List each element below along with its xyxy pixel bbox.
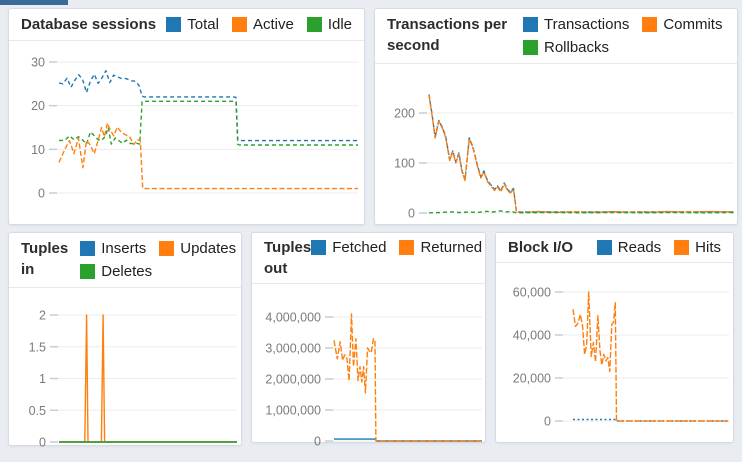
panel-header: Block I/O Reads Hits (496, 233, 733, 263)
legend-item-reads: Reads (596, 237, 661, 258)
legend-swatch-icon (80, 241, 96, 256)
svg-text:0: 0 (38, 187, 45, 201)
legend-item-commits: Commits (642, 14, 722, 35)
legend-item-deletes: Deletes (80, 261, 152, 282)
line-chart[interactable]: 0 10 20 30 (9, 41, 364, 224)
chart-legend: Transactions Commits Rollbacks (523, 14, 722, 58)
legend-item-returned: Returned (399, 237, 482, 258)
svg-text:0: 0 (314, 435, 321, 449)
chart-panel-block-io[interactable]: Block I/O Reads Hits 0 20,000 40,000 60,000 (495, 232, 734, 443)
legend-swatch-icon (523, 17, 538, 32)
legend-item-fetched: Fetched (311, 237, 386, 258)
svg-text:4,000,000: 4,000,000 (265, 311, 321, 325)
svg-text:1,000,000: 1,000,000 (265, 404, 321, 418)
svg-text:200: 200 (394, 107, 415, 121)
svg-text:10: 10 (31, 143, 45, 157)
svg-text:0.5: 0.5 (29, 404, 46, 418)
svg-text:30: 30 (31, 56, 45, 70)
legend-swatch-icon (231, 17, 247, 32)
line-chart[interactable]: 0 100 200 (375, 64, 737, 224)
legend-swatch-icon (159, 241, 175, 256)
chart-panel-database-sessions[interactable]: Database sessions Total Active Idle 0 10 20 3… (8, 8, 365, 225)
chart-legend: Fetched Returned (311, 237, 482, 258)
legend-item-inserts: Inserts (80, 238, 146, 259)
legend-swatch-icon (642, 17, 658, 32)
legend-item-hits: Hits (674, 237, 721, 258)
svg-text:20,000: 20,000 (513, 372, 551, 386)
legend-item-transactions: Transactions (523, 14, 629, 35)
svg-text:40,000: 40,000 (513, 329, 551, 343)
chart-title: Database sessions (21, 16, 157, 33)
chart-panel-tuples-in[interactable]: Tuples in Inserts Updates Deletes 0 0.5 1 1.5… (8, 232, 242, 447)
svg-text:0: 0 (408, 207, 415, 221)
chart-title: Transactions per second (387, 16, 508, 54)
svg-text:1.5: 1.5 (29, 340, 46, 354)
line-chart[interactable]: 0 0.5 1 1.5 2 (9, 288, 241, 447)
legend-swatch-icon (674, 240, 690, 255)
panel-header: Transactions per second Transactions Comm… (375, 9, 737, 64)
legend-item-rollbacks: Rollbacks (523, 37, 609, 58)
legend-swatch-icon (80, 264, 96, 279)
line-chart[interactable]: 0 20,000 40,000 60,000 (496, 263, 733, 441)
legend-swatch-icon (306, 17, 322, 32)
active-tab-indicator[interactable] (0, 0, 68, 5)
legend-swatch-icon (596, 240, 612, 255)
legend-item-total: Total (166, 14, 219, 35)
chart-panel-transactions-per-second[interactable]: Transactions per second Transactions Comm… (374, 8, 738, 225)
svg-text:20: 20 (31, 99, 45, 113)
chart-legend: Total Active Idle (166, 14, 352, 35)
legend-swatch-icon (399, 240, 415, 255)
svg-text:1: 1 (39, 372, 46, 386)
chart-title: Tuples out (264, 239, 312, 277)
panel-header: Tuples out Fetched Returned (252, 233, 485, 284)
legend-item-idle: Idle (306, 14, 352, 35)
svg-text:0: 0 (39, 436, 46, 448)
panel-header: Tuples in Inserts Updates Deletes (9, 233, 241, 288)
svg-text:2: 2 (39, 309, 46, 323)
legend-item-active: Active (231, 14, 294, 35)
svg-text:3,000,000: 3,000,000 (265, 342, 321, 356)
legend-item-updates: Updates (159, 238, 236, 259)
panel-header: Database sessions Total Active Idle (9, 9, 364, 41)
legend-swatch-icon (311, 240, 327, 255)
chart-title: Block I/O (508, 239, 574, 256)
chart-legend: Reads Hits (596, 237, 721, 258)
chart-panel-tuples-out[interactable]: Tuples out Fetched Returned 0 1,000,000 2,0… (251, 232, 486, 449)
svg-text:2,000,000: 2,000,000 (265, 373, 321, 387)
line-chart[interactable]: 0 1,000,000 2,000,000 3,000,000 4,000,000 (252, 284, 485, 462)
svg-text:0: 0 (544, 415, 551, 429)
chart-legend: Inserts Updates Deletes (80, 238, 236, 282)
chart-title: Tuples in (21, 240, 69, 278)
svg-text:100: 100 (394, 157, 415, 171)
legend-swatch-icon (166, 17, 182, 32)
svg-text:60,000: 60,000 (513, 286, 551, 300)
legend-swatch-icon (523, 40, 538, 55)
